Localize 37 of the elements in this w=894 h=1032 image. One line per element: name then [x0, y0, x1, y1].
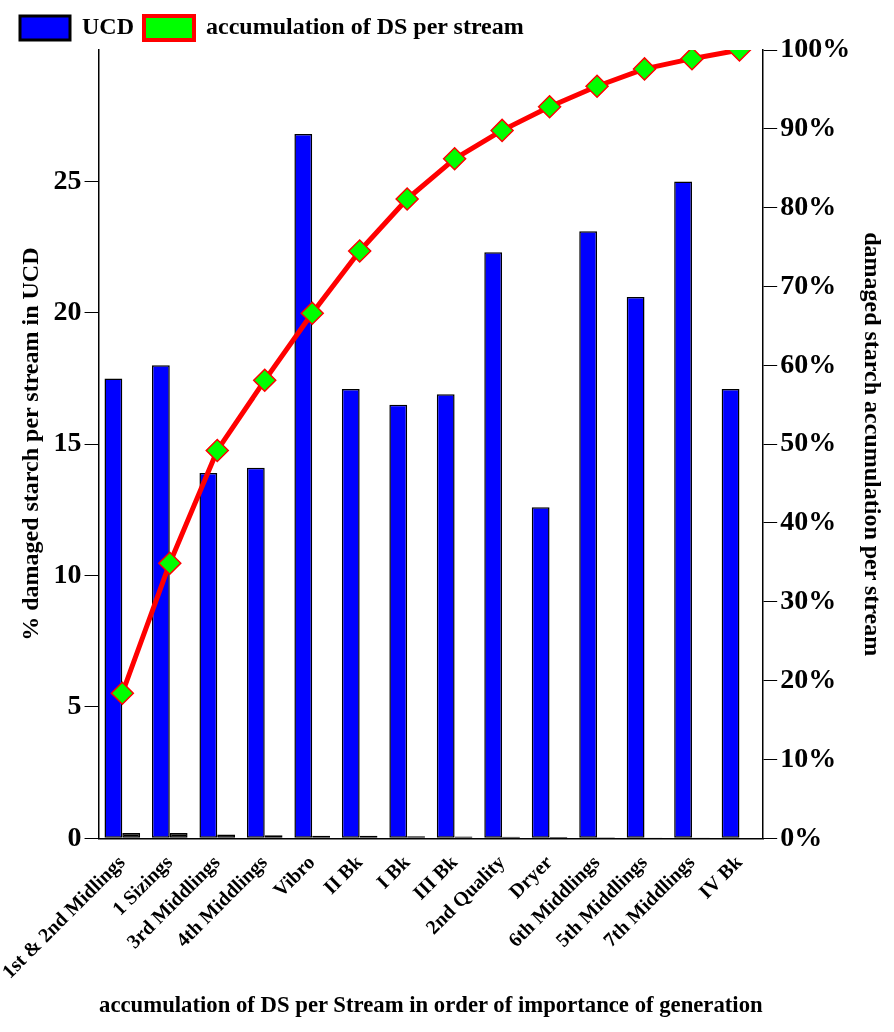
y2-tick-label: 0%	[780, 820, 823, 852]
y2-tick-label: 100%	[780, 32, 851, 64]
point	[158, 551, 182, 575]
y-tick-label: 10	[53, 557, 82, 589]
point	[585, 74, 609, 99]
y2-tick-label: 40%	[780, 505, 837, 537]
point	[347, 239, 372, 263]
legend-label: accumulation of DS per stream	[206, 13, 524, 40]
x-tick-label: IV Bk	[694, 850, 747, 903]
legend-label: UCD	[82, 13, 134, 40]
y-tick-label: 5	[67, 689, 82, 721]
point	[300, 301, 324, 326]
point	[680, 50, 704, 71]
point	[395, 187, 419, 211]
x-axis-title: accumulation of DS per Stream in order of importance of generation	[99, 990, 763, 1017]
point	[205, 438, 229, 463]
y-tick-label: 20	[53, 295, 82, 327]
y2-tick-label: 70%	[780, 268, 837, 300]
x-tick-label: II Bk	[318, 850, 367, 899]
y-tick-label: 25	[53, 163, 82, 195]
point	[252, 368, 277, 393]
y2-tick-label: 60%	[780, 347, 837, 379]
point	[442, 147, 467, 171]
y2-tick-label: 30%	[780, 584, 837, 616]
point	[537, 95, 562, 119]
point	[110, 681, 135, 706]
y2-tick-label: 90%	[780, 111, 837, 143]
y-tick-label: 0	[67, 820, 82, 852]
point	[632, 57, 657, 81]
y2-tick-label: 80%	[780, 189, 837, 221]
y2-tick-label: 20%	[780, 662, 837, 694]
y2-tick-label: 10%	[780, 741, 837, 773]
y2-tick-label: 50%	[780, 426, 837, 458]
point	[490, 118, 514, 143]
y-tick-label: 15	[53, 426, 82, 458]
y2-axis-title: damaged starch accumulation per stream	[860, 232, 887, 657]
y-axis-title: % damaged starch per stream in UCD	[17, 247, 44, 641]
